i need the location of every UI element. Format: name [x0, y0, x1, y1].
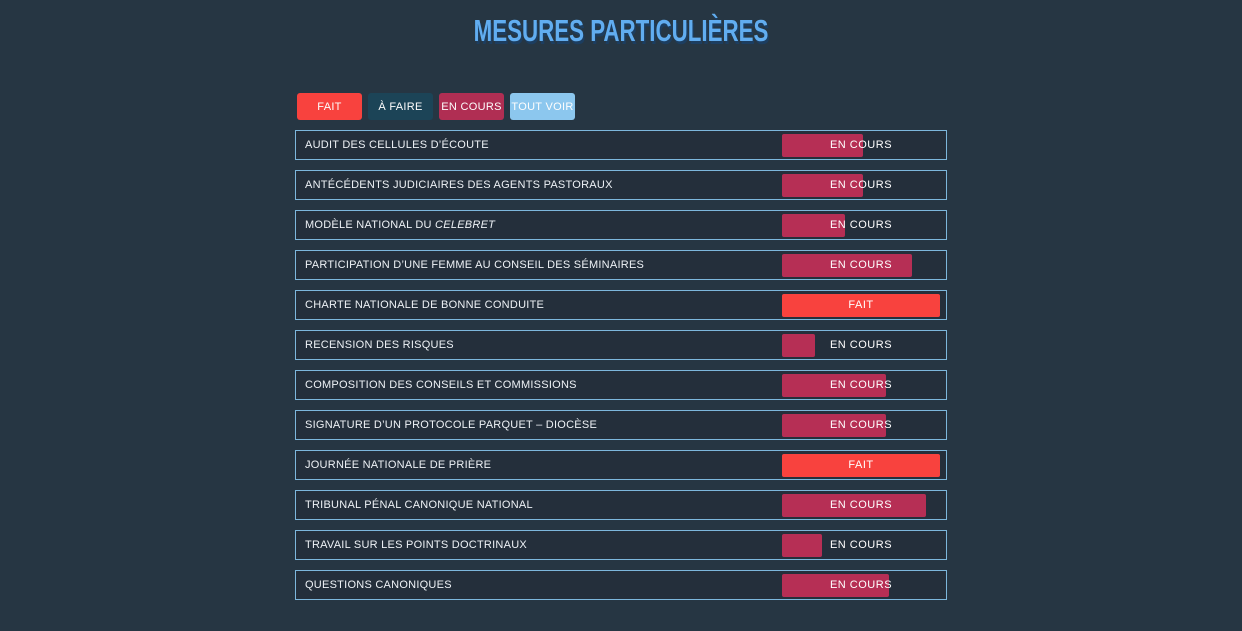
measure-label: QUESTIONS CANONIQUES [305, 579, 452, 591]
progress-fill [782, 373, 887, 397]
status-label: EN COURS [829, 579, 893, 591]
progress-fill [782, 533, 822, 557]
measure-label: SIGNATURE D’UN PROTOCOLE PARQUET – DIOCÈ… [305, 419, 598, 431]
measure-label: RECENSION DES RISQUES [305, 339, 454, 351]
progress-fill [782, 213, 846, 237]
filter-en-cours-button[interactable]: EN COURS [439, 93, 504, 120]
measure-row[interactable]: AUDIT DES CELLULES D’ÉCOUTE EN COURS [295, 130, 947, 160]
measure-row[interactable]: TRIBUNAL PÉNAL CANONIQUE NATIONAL EN COU… [295, 490, 947, 520]
measure-row[interactable]: PARTICIPATION D’UNE FEMME AU CONSEIL DES… [295, 250, 947, 280]
progress-track: EN COURS [782, 573, 940, 597]
progress-fill [782, 173, 863, 197]
progress-track: FAIT [782, 293, 940, 317]
measure-row[interactable]: MODÈLE NATIONAL DU CELEBRET EN COURS [295, 210, 947, 240]
progress-track: EN COURS [782, 173, 940, 197]
status-label: EN COURS [829, 499, 893, 511]
progress-fill [782, 333, 816, 357]
progress-track: EN COURS [782, 533, 940, 557]
progress-fill [782, 293, 940, 317]
filter-bar: FAIT À FAIRE EN COURS TOUT VOIR [295, 93, 947, 120]
measure-row[interactable]: COMPOSITION DES CONSEILS ET COMMISSIONS … [295, 370, 947, 400]
filter-fait-button[interactable]: FAIT [297, 93, 362, 120]
status-label: EN COURS [829, 259, 893, 271]
filter-tout-voir-button[interactable]: TOUT VOIR [510, 93, 575, 120]
status-label: FAIT [848, 299, 874, 311]
status-label: EN COURS [829, 139, 893, 151]
measure-label: TRIBUNAL PÉNAL CANONIQUE NATIONAL [305, 499, 533, 511]
status-label: FAIT [848, 459, 874, 471]
progress-fill [782, 453, 940, 477]
measure-label: TRAVAIL SUR LES POINTS DOCTRINAUX [305, 539, 527, 551]
measure-label: MODÈLE NATIONAL DU CELEBRET [305, 219, 496, 231]
measure-label: CHARTE NATIONALE DE BONNE CONDUITE [305, 299, 545, 311]
measure-row[interactable]: QUESTIONS CANONIQUES EN COURS [295, 570, 947, 600]
status-label: EN COURS [829, 219, 893, 231]
status-label: EN COURS [829, 379, 893, 391]
progress-track: FAIT [782, 453, 940, 477]
progress-track: EN COURS [782, 213, 940, 237]
measure-label: JOURNÉE NATIONALE DE PRIÈRE [305, 459, 492, 471]
measures-list: AUDIT DES CELLULES D’ÉCOUTE EN COURS ANT… [295, 130, 947, 600]
status-label: EN COURS [829, 179, 893, 191]
measure-row[interactable]: ANTÉCÉDENTS JUDICIAIRES DES AGENTS PASTO… [295, 170, 947, 200]
measure-row[interactable]: TRAVAIL SUR LES POINTS DOCTRINAUX EN COU… [295, 530, 947, 560]
progress-track: EN COURS [782, 373, 940, 397]
filter-a-faire-button[interactable]: À FAIRE [368, 93, 433, 120]
measure-row[interactable]: CHARTE NATIONALE DE BONNE CONDUITE FAIT [295, 290, 947, 320]
measure-label: AUDIT DES CELLULES D’ÉCOUTE [305, 139, 489, 151]
progress-fill [782, 493, 926, 517]
progress-track: EN COURS [782, 493, 940, 517]
progress-track: EN COURS [782, 333, 940, 357]
progress-fill [782, 253, 912, 277]
measure-row[interactable]: SIGNATURE D’UN PROTOCOLE PARQUET – DIOCÈ… [295, 410, 947, 440]
content-container: FAIT À FAIRE EN COURS TOUT VOIR AUDIT DE… [295, 93, 947, 600]
measure-label: COMPOSITION DES CONSEILS ET COMMISSIONS [305, 379, 577, 391]
measure-row[interactable]: RECENSION DES RISQUES EN COURS [295, 330, 947, 360]
progress-track: EN COURS [782, 133, 940, 157]
progress-track: EN COURS [782, 253, 940, 277]
progress-fill [782, 413, 887, 437]
status-label: EN COURS [829, 539, 893, 551]
measure-label: PARTICIPATION D’UNE FEMME AU CONSEIL DES… [305, 259, 645, 271]
progress-track: EN COURS [782, 413, 940, 437]
status-label: EN COURS [829, 339, 893, 351]
page-title: MESURES PARTICULIÈRES [473, 13, 769, 48]
measure-label: ANTÉCÉDENTS JUDICIAIRES DES AGENTS PASTO… [305, 179, 613, 191]
measure-row[interactable]: JOURNÉE NATIONALE DE PRIÈRE FAIT [295, 450, 947, 480]
progress-fill [782, 573, 890, 597]
progress-fill [782, 133, 863, 157]
status-label: EN COURS [829, 419, 893, 431]
